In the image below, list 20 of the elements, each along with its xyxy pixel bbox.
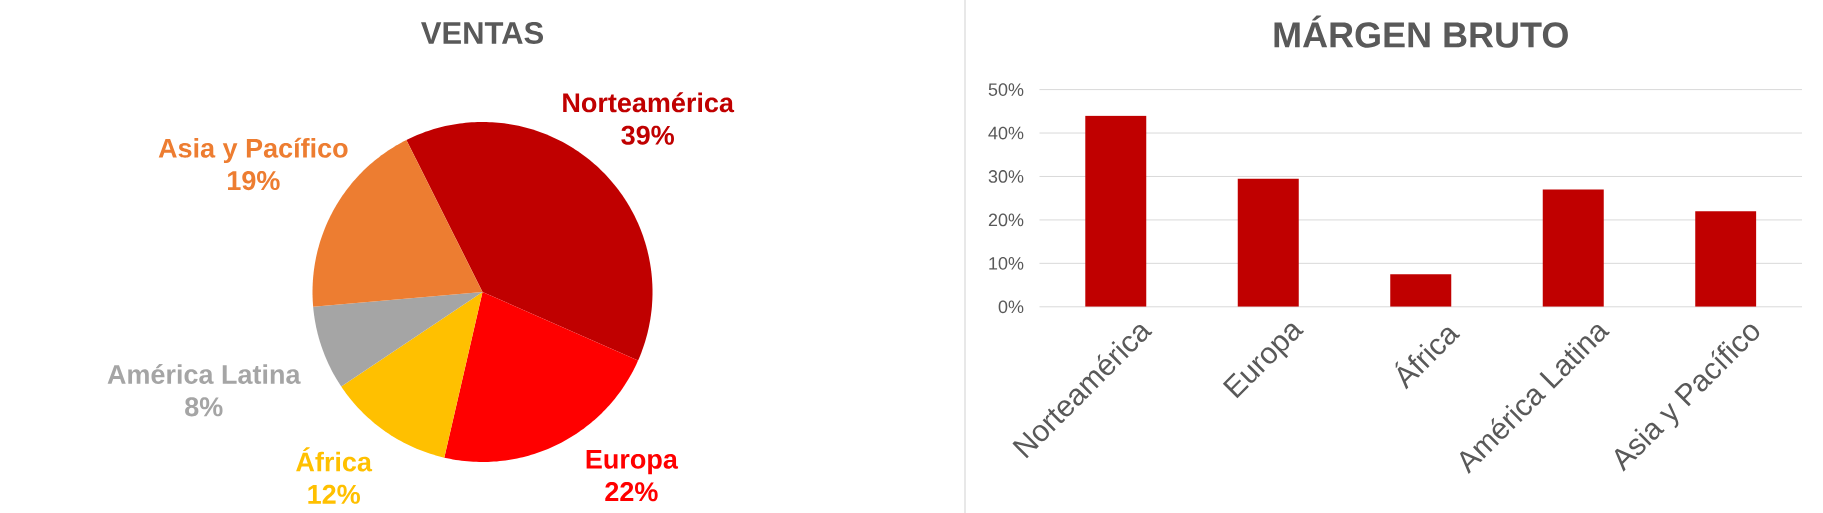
chart-title: MÁRGEN BRUTO	[1274, 15, 1568, 48]
chart-title: VENTAS	[421, 22, 544, 44]
bar	[1085, 115, 1147, 307]
data-label: 8%	[185, 397, 223, 417]
bar	[1695, 211, 1757, 307]
y-tick-label: 10%	[989, 256, 1024, 270]
y-tick-label: 20%	[988, 213, 1024, 227]
bar	[1390, 274, 1452, 307]
y-tick-label: 50%	[988, 83, 1024, 96]
data-label: 39%	[621, 125, 674, 145]
y-tick-label: 40%	[988, 126, 1024, 140]
bar	[1237, 178, 1299, 307]
data-label: 22%	[605, 482, 658, 502]
data-label: 12%	[308, 484, 360, 504]
y-tick-label: 0%	[998, 300, 1024, 314]
slice-label: Asia y Pacífico	[158, 137, 348, 164]
bar	[1542, 189, 1604, 307]
slice-label: Norteamérica	[563, 92, 735, 113]
data-label: 19%	[228, 171, 280, 191]
y-tick-label: 30%	[988, 170, 1024, 183]
